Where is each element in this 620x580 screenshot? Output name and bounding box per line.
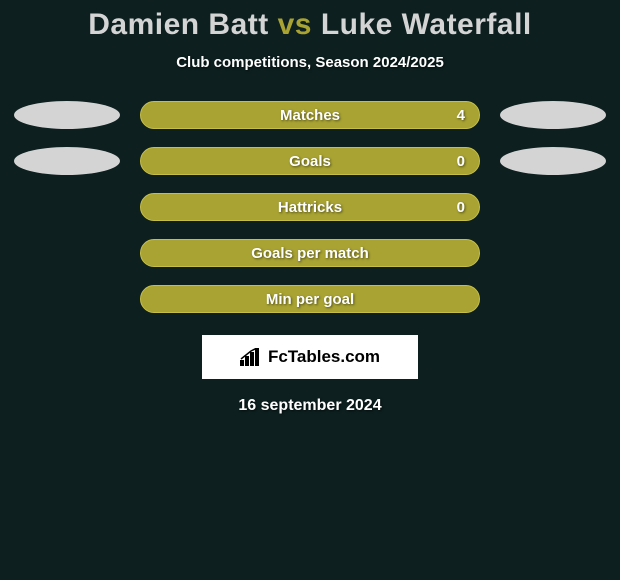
player2-ellipse [500, 147, 606, 175]
stat-value: 4 [457, 107, 465, 124]
player2-ellipse [500, 101, 606, 129]
title-player1: Damien Batt [88, 8, 269, 41]
stats-rows: Matches 4 Goals 0 Hattricks 0 Goals per match M… [0, 101, 620, 313]
stat-row: Min per goal [0, 285, 620, 313]
stat-bar: Min per goal [140, 285, 480, 313]
stat-label: Goals [289, 153, 331, 170]
player1-ellipse [14, 147, 120, 175]
page-title: Damien Batt vs Luke Waterfall [88, 8, 532, 42]
date-label: 16 september 2024 [238, 397, 381, 415]
stat-label: Min per goal [266, 291, 354, 308]
player1-ellipse [14, 101, 120, 129]
branding-text: FcTables.com [268, 347, 380, 367]
stat-value: 0 [457, 199, 465, 216]
title-vs: vs [278, 8, 312, 41]
subtitle: Club competitions, Season 2024/2025 [176, 54, 444, 71]
title-player2: Luke Waterfall [321, 8, 532, 41]
stat-row: Goals 0 [0, 147, 620, 175]
stat-value: 0 [457, 153, 465, 170]
stat-bar: Matches 4 [140, 101, 480, 129]
stat-label: Matches [280, 107, 340, 124]
stat-label: Goals per match [251, 245, 369, 262]
stat-row: Goals per match [0, 239, 620, 267]
comparison-container: Damien Batt vs Luke Waterfall Club compe… [0, 0, 620, 415]
stat-row: Matches 4 [0, 101, 620, 129]
chart-icon [240, 348, 262, 366]
stat-bar: Hattricks 0 [140, 193, 480, 221]
stat-label: Hattricks [278, 199, 342, 216]
stat-bar: Goals per match [140, 239, 480, 267]
stat-row: Hattricks 0 [0, 193, 620, 221]
stat-bar: Goals 0 [140, 147, 480, 175]
branding-badge: FcTables.com [202, 335, 418, 379]
